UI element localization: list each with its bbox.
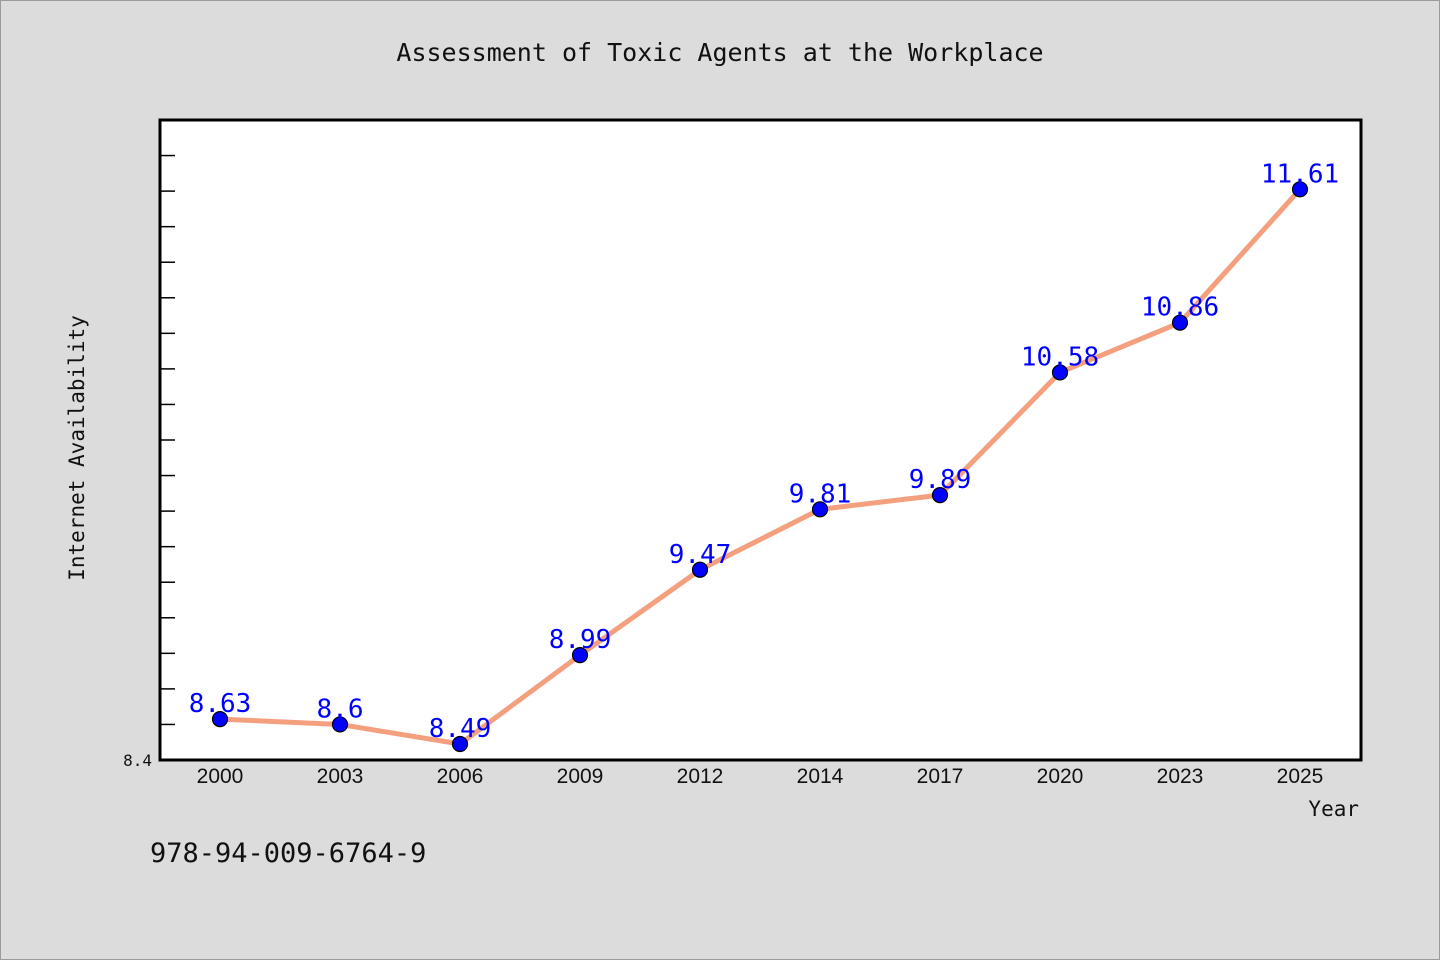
data-label: 8.63 <box>189 689 252 719</box>
series-line <box>217 186 1303 747</box>
y-tick-label: 8.4 <box>123 751 152 770</box>
data-label: 8.49 <box>429 714 492 744</box>
data-point <box>931 487 949 504</box>
data-label: 8.6 <box>317 694 364 724</box>
x-tick-label: 2017 <box>917 765 964 788</box>
series-data-labels: 8.63 8.6 8.49 8.99 9.47 9.81 9.89 10.58 10.86 11.… <box>189 159 1339 744</box>
data-label: 9.81 <box>789 479 852 509</box>
x-tick-label: 2009 <box>557 765 604 788</box>
x-axis-label: Year <box>1308 797 1359 821</box>
x-tick-label: 2020 <box>1037 765 1084 788</box>
data-label: 9.47 <box>669 540 732 570</box>
x-tick-label: 2012 <box>677 765 724 788</box>
data-point <box>211 711 229 728</box>
data-point <box>331 716 349 733</box>
data-point <box>571 647 589 664</box>
x-tick-label: 2023 <box>1157 765 1204 788</box>
x-tick-label: 2003 <box>317 765 364 788</box>
data-point <box>451 735 469 753</box>
data-label: 11.61 <box>1261 159 1339 189</box>
data-point <box>1051 364 1069 381</box>
data-point <box>691 561 709 578</box>
data-point <box>1291 181 1309 198</box>
data-point <box>811 501 829 518</box>
footnote-isbn: 978-94-009-6764-9 <box>150 838 426 869</box>
x-tick-label: 2006 <box>437 765 484 788</box>
data-point <box>1171 314 1189 331</box>
plot-area <box>158 118 1363 762</box>
data-label: 8.99 <box>549 625 612 655</box>
chart-title: Assessment of Toxic Agents at the Workpl… <box>396 38 1043 67</box>
x-tick-label: 2000 <box>197 765 244 788</box>
y-axis-label: Internet Availability <box>65 315 89 581</box>
x-tick-label: 2025 <box>1277 765 1324 788</box>
x-axis-tick-labels: 2000 2003 2006 2009 2012 2014 2017 2020 2023 2025 <box>197 765 1324 788</box>
x-tick-label: 2014 <box>797 765 844 788</box>
data-label: 9.89 <box>909 465 972 495</box>
data-label: 10.58 <box>1021 342 1099 372</box>
y-axis-minor-ticks <box>160 154 175 726</box>
series-markers <box>211 181 1309 753</box>
data-label: 10.86 <box>1141 293 1219 323</box>
